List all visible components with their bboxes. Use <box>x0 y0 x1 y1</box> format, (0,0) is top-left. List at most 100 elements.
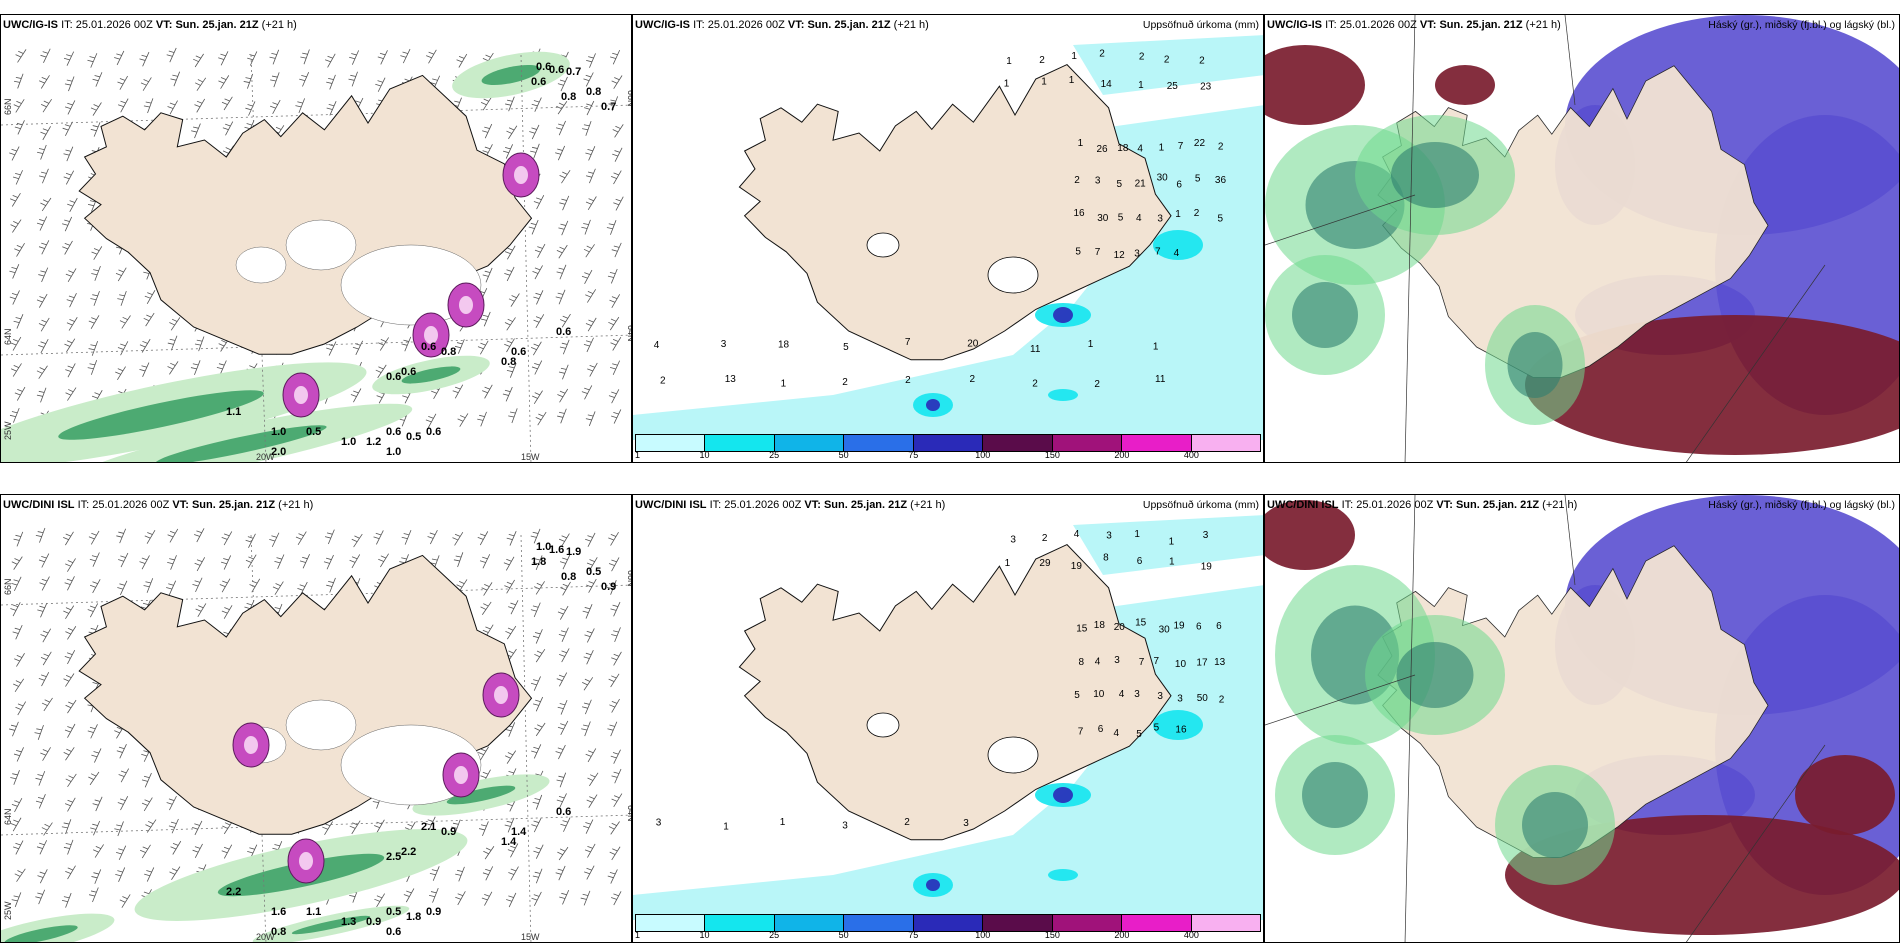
value-label: 1 <box>723 821 729 832</box>
value-label: 4 <box>1174 248 1180 259</box>
wind-barb <box>64 100 76 115</box>
wind-barb <box>92 796 103 812</box>
wind-barb <box>9 721 19 737</box>
wind-barb <box>504 338 515 353</box>
wind-barb <box>65 268 77 283</box>
value-label: 1.4 <box>511 826 527 838</box>
wind-barb <box>586 53 596 68</box>
wind-barb <box>141 772 152 788</box>
value-label: 0.6 <box>386 926 401 938</box>
wind-barb <box>533 844 544 859</box>
wind-barb <box>610 170 622 185</box>
snow-blob-core <box>514 166 528 184</box>
value-label: 36 <box>1215 175 1227 186</box>
value-label: 30 <box>1157 173 1169 184</box>
value-label: 2 <box>1218 141 1224 152</box>
wind-barb <box>92 72 103 87</box>
wind-barb <box>65 699 77 714</box>
wind-barb <box>480 311 491 327</box>
wind-barb <box>14 386 26 401</box>
wind-barb <box>581 385 593 400</box>
snow-blob-core <box>299 852 313 870</box>
snow-blob-core <box>494 686 508 704</box>
precip-field <box>1073 35 1263 95</box>
wind-barb <box>608 821 620 835</box>
wind-barb <box>10 336 22 351</box>
wind-barb <box>610 49 621 65</box>
wind-barb <box>556 672 568 687</box>
wind-barb <box>535 411 547 426</box>
wind-barb <box>245 533 256 548</box>
wind-barb <box>15 701 27 716</box>
glacier <box>987 256 1039 294</box>
wind-barb <box>611 242 622 258</box>
wind-barb <box>65 626 77 640</box>
wind-barb <box>532 629 543 644</box>
wind-barb <box>38 240 50 255</box>
longitude-line <box>520 534 532 942</box>
wind-barb <box>352 340 364 356</box>
wind-barb <box>559 339 570 355</box>
wind-barb <box>38 553 50 568</box>
wind-barb <box>583 244 595 258</box>
wind-barb <box>560 817 571 832</box>
colorbar-cell <box>913 435 984 451</box>
wind-barb <box>216 360 227 375</box>
value-label: 0.8 <box>441 346 456 358</box>
wind-barb <box>506 531 517 546</box>
lat-label: 64N <box>3 328 13 345</box>
wind-barb <box>478 821 489 837</box>
value-label: 1 <box>1004 78 1010 89</box>
wind-barb <box>63 839 74 855</box>
wind-barb <box>170 840 182 855</box>
wind-barb <box>585 317 597 332</box>
value-label: 4 <box>1136 213 1142 224</box>
wind-barb <box>247 51 258 66</box>
wind-barb <box>66 293 77 308</box>
value-label: 3 <box>656 818 662 829</box>
high-cloud-core <box>1507 332 1563 398</box>
longitude-line <box>520 54 532 462</box>
wind-barb <box>401 529 412 545</box>
wind-barb <box>483 846 495 860</box>
wind-barb <box>12 624 23 640</box>
colorbar-cell <box>1191 435 1260 451</box>
wind-barb <box>65 363 76 378</box>
value-label: 1.9 <box>566 546 581 558</box>
wind-barb <box>505 625 517 640</box>
colorbar-cell <box>983 435 1053 451</box>
wind-barb <box>65 773 77 788</box>
wind-barb <box>611 627 621 642</box>
wind-barb <box>14 242 25 257</box>
wind-barb <box>299 72 310 87</box>
value-label: 13 <box>1214 657 1226 668</box>
wind-barb <box>63 673 75 687</box>
wind-barb <box>349 820 361 835</box>
wind-barb <box>585 289 597 303</box>
wind-barb <box>10 602 21 617</box>
precip-colorbar: 1 10 25 50 75 100 150 200 400 <box>633 912 1263 942</box>
colorbar-cells <box>635 914 1261 932</box>
value-label: 0.7 <box>566 66 581 78</box>
wind-barb <box>613 196 624 211</box>
value-label: 11 <box>1155 374 1166 385</box>
wind-barb <box>139 338 151 353</box>
wind-barb <box>504 579 515 594</box>
value-label: 0.7 <box>601 101 616 113</box>
wind-barb <box>583 819 594 834</box>
value-label: 10 <box>1093 689 1105 700</box>
wind-barb <box>350 388 362 403</box>
lon-label: 20W <box>256 452 275 462</box>
wind-barb <box>324 53 336 68</box>
value-labels: 0.60.60.60.70.80.70.80.60.80.60.60.61.11… <box>226 61 616 458</box>
value-label: 3 <box>963 818 969 829</box>
value-label: 1.4 <box>501 836 517 848</box>
low-cloud <box>1795 755 1895 835</box>
value-label: 0.8 <box>561 571 576 583</box>
wind-barb <box>403 888 415 903</box>
value-label: 3 <box>842 821 848 832</box>
value-label: 0.5 <box>406 431 421 443</box>
colorbar-cell <box>705 435 775 451</box>
wind-barb <box>9 290 20 305</box>
value-label: 1.6 <box>549 544 564 556</box>
